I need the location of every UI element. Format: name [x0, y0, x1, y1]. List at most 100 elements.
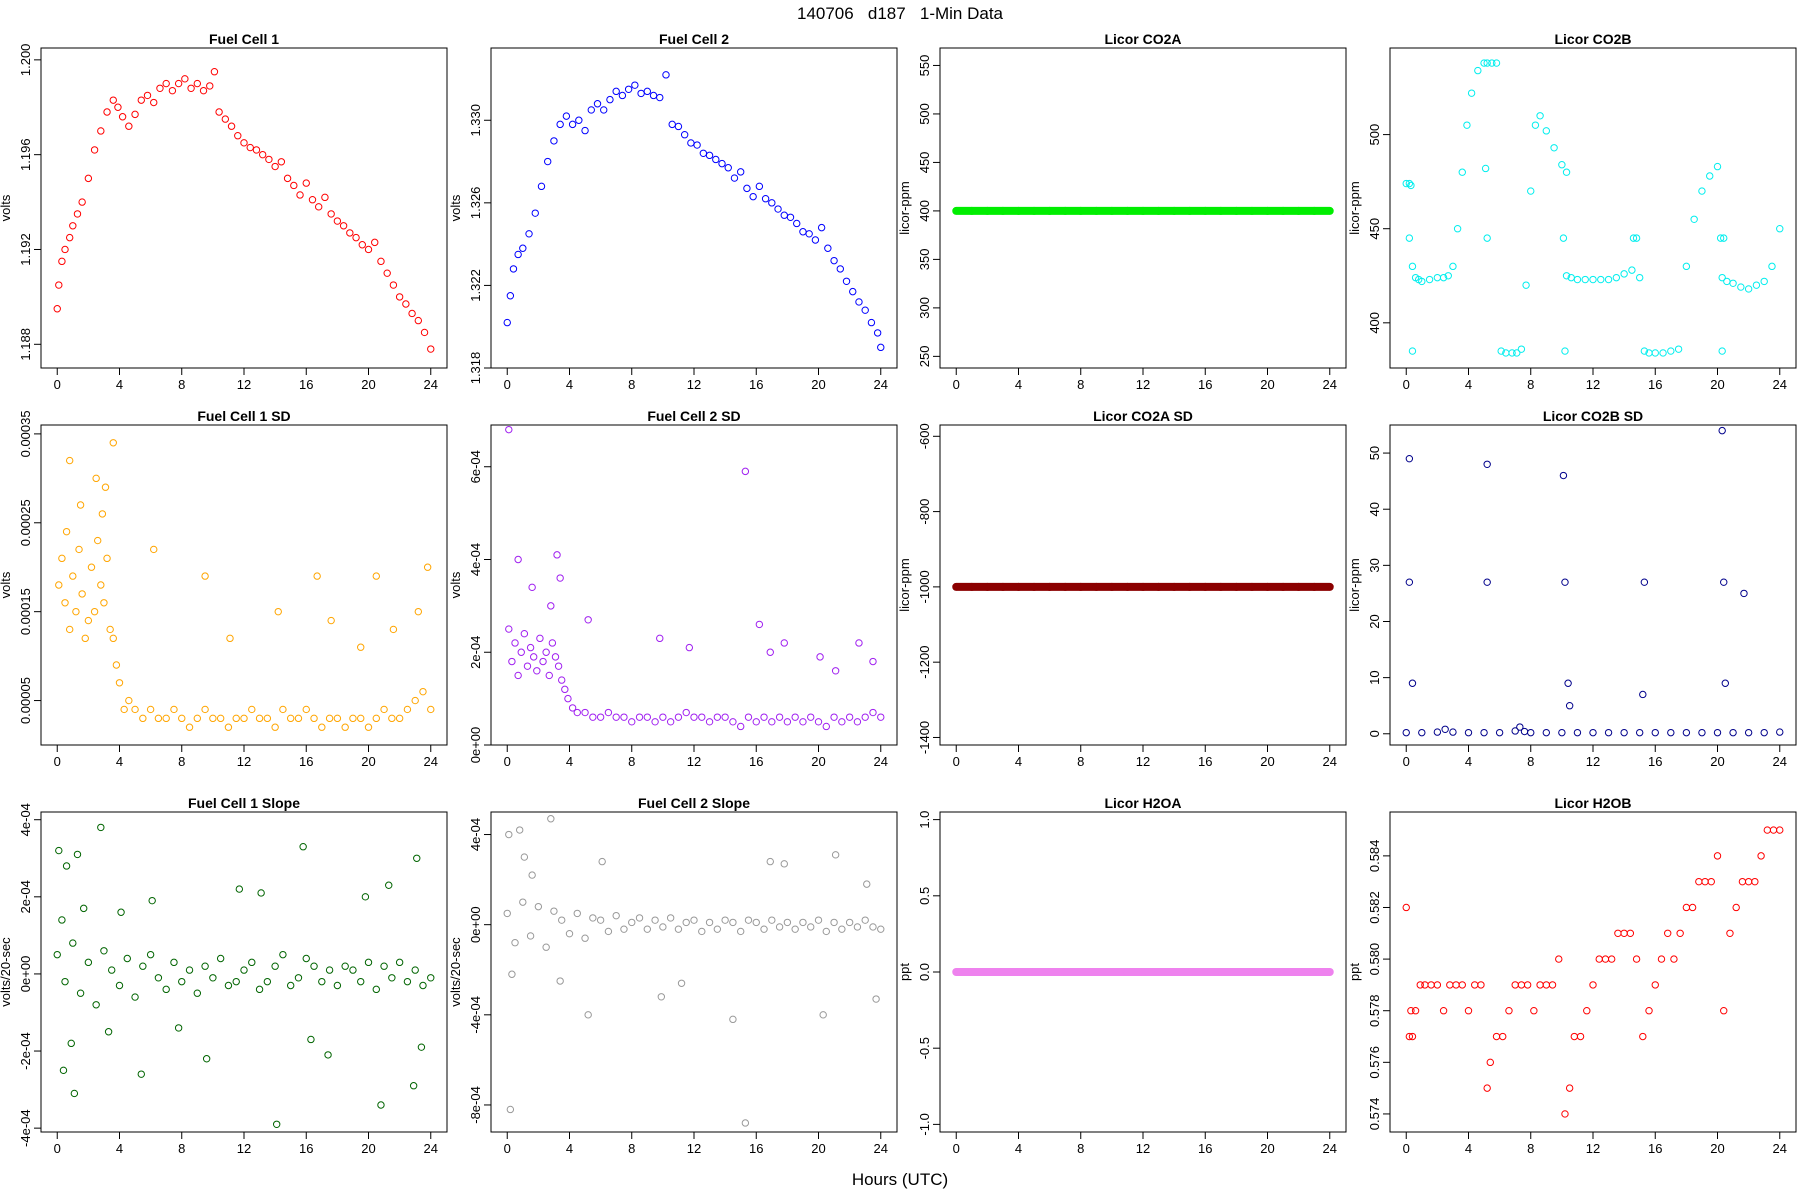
x-tick-label: 16: [1198, 754, 1212, 769]
data-point: [263, 714, 272, 723]
x-tick-label: 20: [1260, 1141, 1274, 1156]
data-point: [819, 1011, 827, 1019]
data-point: [53, 950, 61, 959]
data-point: [816, 653, 824, 661]
data-point: [1310, 968, 1318, 976]
y-tick-label: 250: [917, 346, 932, 368]
data-point: [1562, 168, 1571, 176]
data-point: [333, 981, 342, 990]
data-point: [531, 209, 539, 217]
y-tick-label: 0.580: [1367, 943, 1382, 976]
data-point: [877, 343, 885, 352]
data-point: [1045, 968, 1054, 976]
data-point: [999, 207, 1007, 215]
data-point: [395, 714, 404, 723]
x-tick-label: 0: [504, 754, 511, 769]
data-point: [1716, 234, 1725, 242]
data-point: [736, 168, 745, 176]
data-point: [1713, 852, 1722, 860]
data-point: [584, 1011, 592, 1019]
data-point: [1706, 172, 1714, 180]
data-point: [240, 966, 248, 974]
data-point: [568, 120, 577, 129]
data-point: [743, 184, 751, 193]
data-point: [1523, 981, 1532, 989]
data-point: [766, 648, 774, 656]
data-point: [62, 527, 71, 536]
data-point: [100, 947, 108, 955]
y-tick-label: 300: [917, 297, 932, 319]
data-point: [656, 93, 664, 102]
plot-frame: [1389, 811, 1797, 1133]
data-point: [325, 966, 334, 974]
y-tick-label: 0.576: [1367, 1046, 1382, 1079]
data-point: [1550, 144, 1558, 152]
data-point: [1481, 164, 1490, 173]
data-point: [533, 667, 541, 675]
data-point: [290, 181, 298, 190]
data-point: [768, 718, 776, 726]
data-point: [1439, 1007, 1448, 1015]
data-point: [705, 918, 714, 927]
data-point: [1045, 207, 1054, 215]
data-point: [1402, 728, 1410, 737]
data-point: [209, 714, 217, 723]
data-point: [736, 722, 745, 731]
y-tick-label: 50: [1367, 446, 1382, 460]
data-point: [427, 705, 435, 714]
data-point: [755, 620, 764, 629]
data-point: [1411, 1007, 1420, 1015]
data-point: [668, 120, 676, 129]
data-point: [1635, 273, 1644, 282]
data-point: [1248, 583, 1256, 591]
data-point: [185, 966, 194, 974]
data-point: [799, 228, 807, 236]
data-point: [318, 723, 326, 731]
x-tick-label: 4: [1015, 377, 1022, 392]
data-point: [1768, 262, 1776, 271]
data-point: [508, 970, 516, 978]
data-point: [869, 923, 877, 931]
data-point: [87, 563, 96, 571]
panel: Licor H2OA 0 4 8 12 16 20 24 -1.0 -0.5 0.0 0.5 1.0 pp…: [897, 795, 1347, 1156]
data-point: [215, 108, 223, 116]
data-point: [768, 916, 776, 924]
data-point: [120, 705, 128, 714]
data-point: [556, 977, 564, 985]
panel-title: Licor CO2A SD: [1093, 408, 1193, 424]
data-point: [656, 634, 664, 643]
data-point: [1408, 262, 1417, 271]
data-point: [545, 671, 553, 680]
data-point: [775, 923, 784, 931]
data-point: [1607, 955, 1616, 963]
data-point: [302, 179, 310, 187]
data-point: [845, 918, 854, 927]
data-point: [1740, 589, 1748, 598]
y-tick-label: 1.318: [468, 352, 483, 385]
y-axis-title: volts/20-sec: [448, 937, 463, 1007]
y-tick-label: 2e-04: [18, 880, 33, 913]
data-point: [1635, 728, 1644, 737]
data-point: [1698, 187, 1706, 195]
data-point: [760, 925, 768, 933]
y-tick-label: 500: [1367, 124, 1382, 146]
data-point: [1014, 207, 1023, 215]
y-tick-label: 450: [917, 152, 932, 174]
data-point: [635, 713, 644, 721]
data-point: [1471, 981, 1479, 989]
data-point: [389, 625, 398, 634]
data-point: [187, 84, 195, 92]
data-point: [321, 193, 329, 202]
data-point: [137, 96, 145, 104]
data-point: [515, 826, 524, 834]
data-point: [952, 583, 960, 591]
data-point: [372, 572, 380, 580]
data-point: [388, 714, 396, 723]
data-point: [1555, 955, 1563, 963]
data-point: [315, 203, 323, 211]
y-tick-label: 1.322: [468, 269, 483, 302]
data-point: [643, 87, 652, 96]
data-point: [822, 722, 830, 731]
y-axis-title: volts: [0, 194, 13, 221]
data-point: [1092, 583, 1101, 591]
